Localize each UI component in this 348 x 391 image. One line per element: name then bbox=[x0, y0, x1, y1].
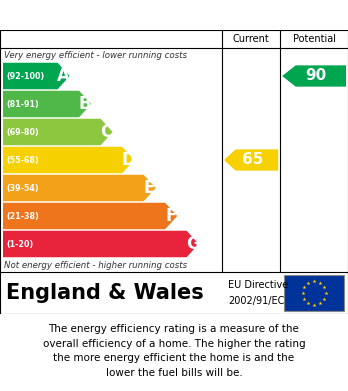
Polygon shape bbox=[282, 65, 346, 87]
Polygon shape bbox=[3, 147, 134, 173]
Text: (81-91): (81-91) bbox=[6, 99, 39, 108]
Text: Energy Efficiency Rating: Energy Efficiency Rating bbox=[7, 6, 236, 24]
Polygon shape bbox=[3, 91, 91, 117]
Polygon shape bbox=[3, 63, 70, 89]
Text: Not energy efficient - higher running costs: Not energy efficient - higher running co… bbox=[4, 260, 187, 269]
Text: 2002/91/EC: 2002/91/EC bbox=[228, 296, 284, 305]
Polygon shape bbox=[3, 203, 177, 229]
Polygon shape bbox=[224, 149, 278, 170]
Polygon shape bbox=[3, 119, 113, 145]
Text: EU Directive: EU Directive bbox=[228, 280, 288, 291]
Text: England & Wales: England & Wales bbox=[6, 283, 204, 303]
Text: E: E bbox=[144, 179, 155, 197]
Text: Current: Current bbox=[233, 34, 269, 44]
FancyBboxPatch shape bbox=[284, 275, 344, 311]
Text: F: F bbox=[166, 207, 177, 225]
Text: 65: 65 bbox=[242, 152, 263, 167]
Polygon shape bbox=[3, 231, 199, 257]
Text: A: A bbox=[57, 67, 70, 85]
Text: (92-100): (92-100) bbox=[6, 72, 44, 81]
Text: (69-80): (69-80) bbox=[6, 127, 39, 136]
Text: 90: 90 bbox=[306, 68, 327, 84]
Text: Potential: Potential bbox=[293, 34, 335, 44]
Text: (55-68): (55-68) bbox=[6, 156, 39, 165]
Polygon shape bbox=[3, 175, 156, 201]
Text: Very energy efficient - lower running costs: Very energy efficient - lower running co… bbox=[4, 50, 187, 59]
Text: B: B bbox=[79, 95, 92, 113]
Text: (39-54): (39-54) bbox=[6, 183, 39, 192]
Text: (21-38): (21-38) bbox=[6, 212, 39, 221]
Text: C: C bbox=[101, 123, 113, 141]
Text: The energy efficiency rating is a measure of the
overall efficiency of a home. T: The energy efficiency rating is a measur… bbox=[43, 325, 305, 378]
Text: D: D bbox=[121, 151, 135, 169]
Text: (1-20): (1-20) bbox=[6, 240, 33, 249]
Text: G: G bbox=[186, 235, 199, 253]
